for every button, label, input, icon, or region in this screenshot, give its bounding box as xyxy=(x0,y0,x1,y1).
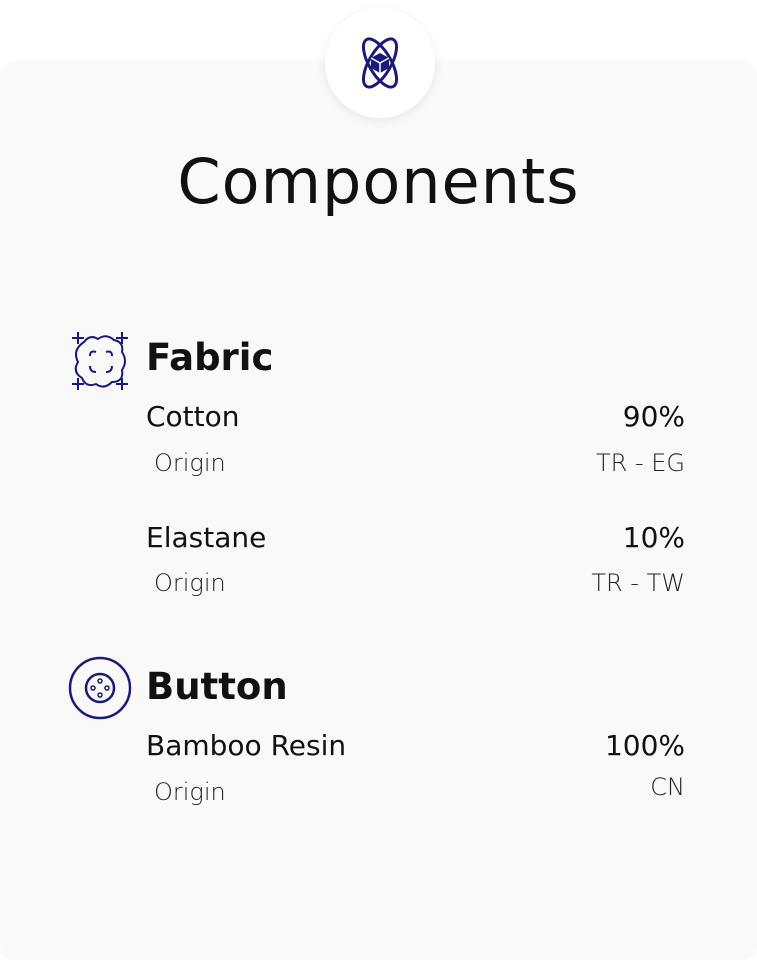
origin-value: CN xyxy=(650,773,685,801)
components-card xyxy=(0,62,757,960)
cotton-fabric-icon xyxy=(72,332,128,390)
page-title: Components xyxy=(177,145,580,218)
origin-value: TR - EG xyxy=(595,449,685,477)
origin-label: Origin xyxy=(154,449,226,477)
component-name: Elastane xyxy=(146,521,267,554)
atom-cube-icon xyxy=(361,37,399,89)
origin-value: TR - TW xyxy=(591,569,685,597)
component-name: Bamboo Resin xyxy=(146,729,347,762)
header-badge xyxy=(325,8,435,118)
origin-label: Origin xyxy=(154,778,226,806)
component-percent: 10% xyxy=(622,521,685,554)
component-percent: 100% xyxy=(604,729,685,762)
button-icon xyxy=(68,656,132,720)
section-title-button: Button xyxy=(146,665,288,708)
origin-label: Origin xyxy=(154,569,226,597)
section-title-fabric: Fabric xyxy=(146,336,274,379)
component-percent: 90% xyxy=(622,400,685,433)
component-name: Cotton xyxy=(146,400,240,433)
